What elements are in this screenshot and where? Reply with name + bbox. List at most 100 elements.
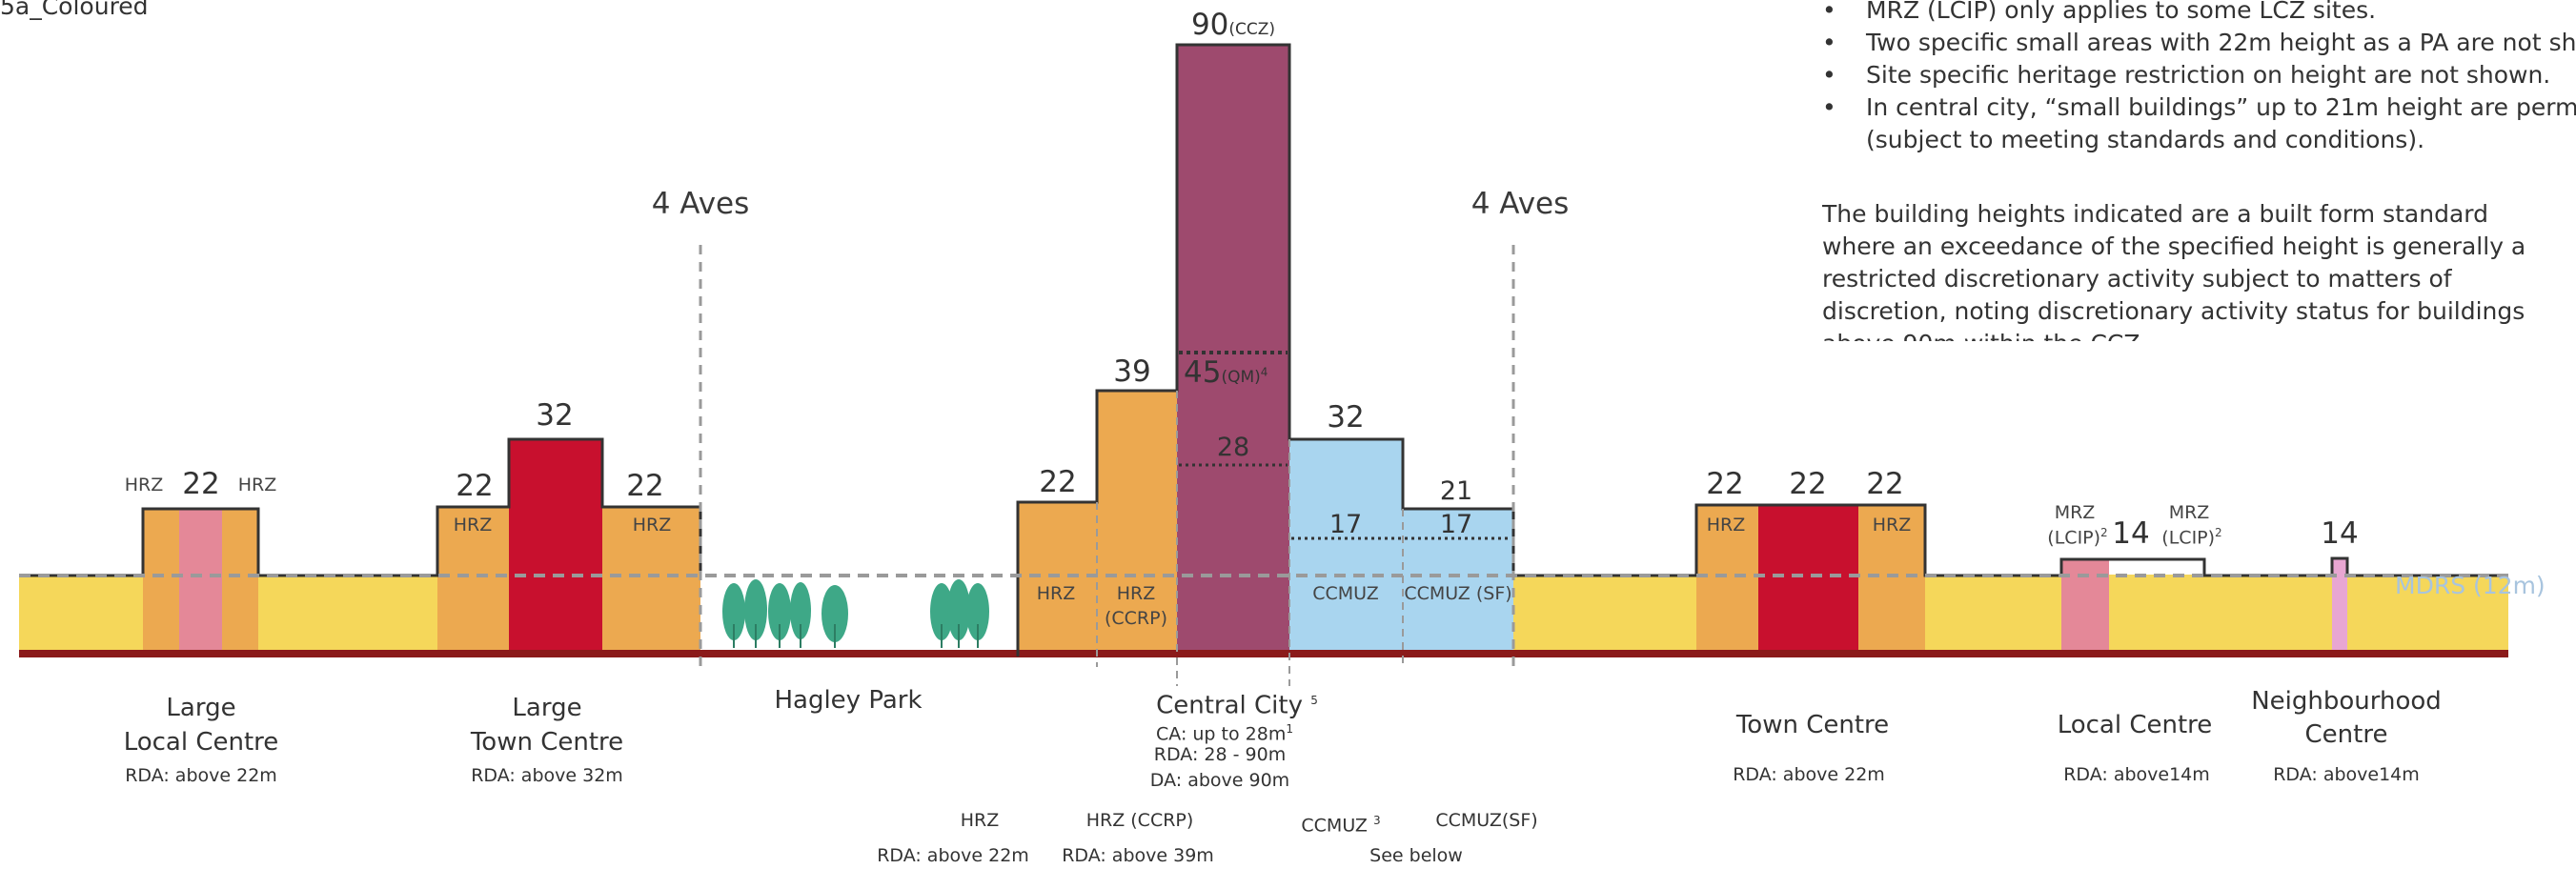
cc-sub-ccmuz: CCMUZ 3: [1301, 814, 1381, 837]
cc-qm-height: 45: [1184, 355, 1222, 390]
ltc-hrz-left-height: 22: [456, 469, 494, 503]
llc-rda: RDA: above 22m: [125, 765, 277, 786]
tree-icon: [722, 583, 745, 640]
cc-ccmuz-sf: [1403, 509, 1513, 657]
cc-ccmuz: [1289, 439, 1403, 657]
mdrs-label: MDRS (12m): [2395, 572, 2546, 599]
ltc-hrz-left-tag: HRZ: [453, 515, 493, 536]
cc-sub-ccrp: HRZ (CCRP): [1085, 810, 1194, 831]
tree-icons: [722, 579, 989, 642]
note-4: • In central city, “small buildings” up t…: [1822, 93, 2576, 121]
llc-hrz-right: [222, 509, 258, 657]
llc-name-2: Local Centre: [123, 728, 279, 757]
tc-centre: [1758, 505, 1858, 657]
cc-ccrp-tag-2: (CCRP): [1104, 608, 1168, 629]
tree-icon: [768, 583, 791, 640]
ltc-centre-height: 32: [536, 398, 574, 433]
aves-right-label: 4 Aves: [1471, 187, 1570, 221]
ltc-hrz-right: [602, 507, 700, 657]
cc-hrz-ccrp: [1097, 391, 1177, 657]
tc-hrz-left: [1696, 505, 1758, 657]
cc-hrz-tag: HRZ: [1036, 583, 1076, 604]
lc-mrz-left: MRZ: [2054, 502, 2096, 523]
hagley-park-label: Hagley Park: [774, 686, 923, 715]
cc-hrz-height: 22: [1039, 465, 1077, 499]
cc-ca: CA: up to 28m1: [1156, 722, 1293, 745]
ltc-hrz-left: [437, 507, 509, 657]
cc-ccmuzsf-height: 21: [1439, 476, 1473, 506]
llc-centre: [179, 509, 222, 657]
cc-inner-height: 28: [1216, 433, 1250, 462]
cc-sub-ccrp-rda: RDA: above 39m: [1062, 845, 1214, 866]
cc-da: DA: above 90m: [1149, 770, 1290, 791]
cc-see-below: See below: [1369, 845, 1463, 866]
lc-height: 14: [2112, 516, 2150, 551]
cc-name: Central City 5: [1156, 691, 1318, 720]
ltc-hrz-right-tag: HRZ: [632, 515, 672, 536]
cc-ccmuz-inner: 17: [1329, 510, 1363, 539]
tc-hrz-left-tag: HRZ: [1706, 515, 1746, 536]
note-2: • Two specific small areas with 22m heigh…: [1822, 29, 2576, 56]
note-5: (subject to meeting standards and condit…: [1866, 126, 2425, 153]
tree-icon: [947, 579, 970, 640]
cc-ccmuz-height: 32: [1327, 400, 1365, 434]
cc-ccz-height: 90: [1190, 8, 1229, 42]
cc-qm-sup: 4: [1260, 365, 1268, 379]
cc-qm-label: 45(QM)4: [1184, 355, 1268, 390]
cc-sub-hrz: HRZ: [960, 810, 1000, 831]
tc-rda: RDA: above 22m: [1733, 764, 1885, 785]
tree-icon: [821, 585, 848, 642]
ltc-hrz-right-height: 22: [626, 469, 664, 503]
nc-rda: RDA: above14m: [2273, 764, 2420, 785]
cc-ccrp-height: 39: [1113, 354, 1151, 389]
tc-height-2: 22: [1789, 467, 1827, 501]
tc-hrz-right: [1858, 505, 1925, 657]
note-1: • MRZ (LCIP) only applies to some LCZ sit…: [1822, 0, 2377, 24]
cc-rda: RDA: 28 - 90m: [1153, 744, 1287, 765]
lc-rda: RDA: above14m: [2063, 764, 2210, 785]
ltc-name-2: Town Centre: [470, 728, 624, 757]
cc-sub-ccmuzsf: CCMUZ(SF): [1435, 810, 1538, 831]
tc-hrz-right-tag: HRZ: [1872, 515, 1912, 536]
aves-left-label: 4 Aves: [651, 187, 750, 221]
cc-ccmuzsf-inner: 17: [1439, 510, 1473, 539]
tc-height-1: 22: [1706, 467, 1744, 501]
lc-mrz-right: MRZ: [2168, 502, 2210, 523]
cc-ccz-height-label: 90(CCZ): [1191, 8, 1275, 42]
nc-centre: [2332, 558, 2347, 657]
tree-icon: [790, 582, 811, 639]
nc-height: 14: [2321, 516, 2359, 551]
ltc-name-1: Large: [512, 694, 582, 722]
cc-hrz: [1018, 502, 1097, 657]
tc-name: Town Centre: [1735, 711, 1890, 739]
tree-icon: [930, 583, 953, 640]
cc-ccrp-tag-1: HRZ: [1116, 583, 1156, 604]
image-caption: 5a_Coloured: [0, 0, 149, 20]
lc-name: Local Centre: [2057, 711, 2213, 739]
standards-paragraph: The building heights indicated are a bui…: [1822, 200, 2526, 341]
cc-ccz-tag: (CCZ): [1228, 20, 1276, 39]
lc-lcip-right: (LCIP)2: [2161, 526, 2222, 549]
tc-height-3: 22: [1866, 467, 1904, 501]
nc-name-1: Neighbourhood: [2251, 687, 2442, 716]
cc-qm-tag: (QM): [1221, 368, 1261, 387]
tree-trunks: [733, 624, 979, 648]
cc-ccmuzsf-tag: CCMUZ (SF): [1404, 583, 1512, 604]
ltc-rda: RDA: above 32m: [471, 765, 623, 786]
cc-ccmuz-tag: CCMUZ: [1312, 583, 1379, 604]
note-3: • Site specific heritage restriction on h…: [1822, 61, 2551, 89]
lc-lcip-left: (LCIP)2: [2047, 526, 2108, 549]
ground-line: [19, 650, 2508, 657]
llc-name-1: Large: [166, 694, 236, 722]
tree-icon: [966, 583, 989, 640]
ltc-centre: [509, 439, 602, 657]
llc-hrz-right-tag: HRZ: [237, 475, 277, 495]
tree-icon: [744, 579, 767, 640]
nc-name-2: Centre: [2304, 720, 2388, 749]
llc-height: 22: [182, 467, 220, 501]
llc-hrz-left: [143, 509, 179, 657]
llc-hrz-left-tag: HRZ: [124, 475, 164, 495]
cc-sub-hrz-rda: RDA: above 22m: [877, 845, 1029, 866]
